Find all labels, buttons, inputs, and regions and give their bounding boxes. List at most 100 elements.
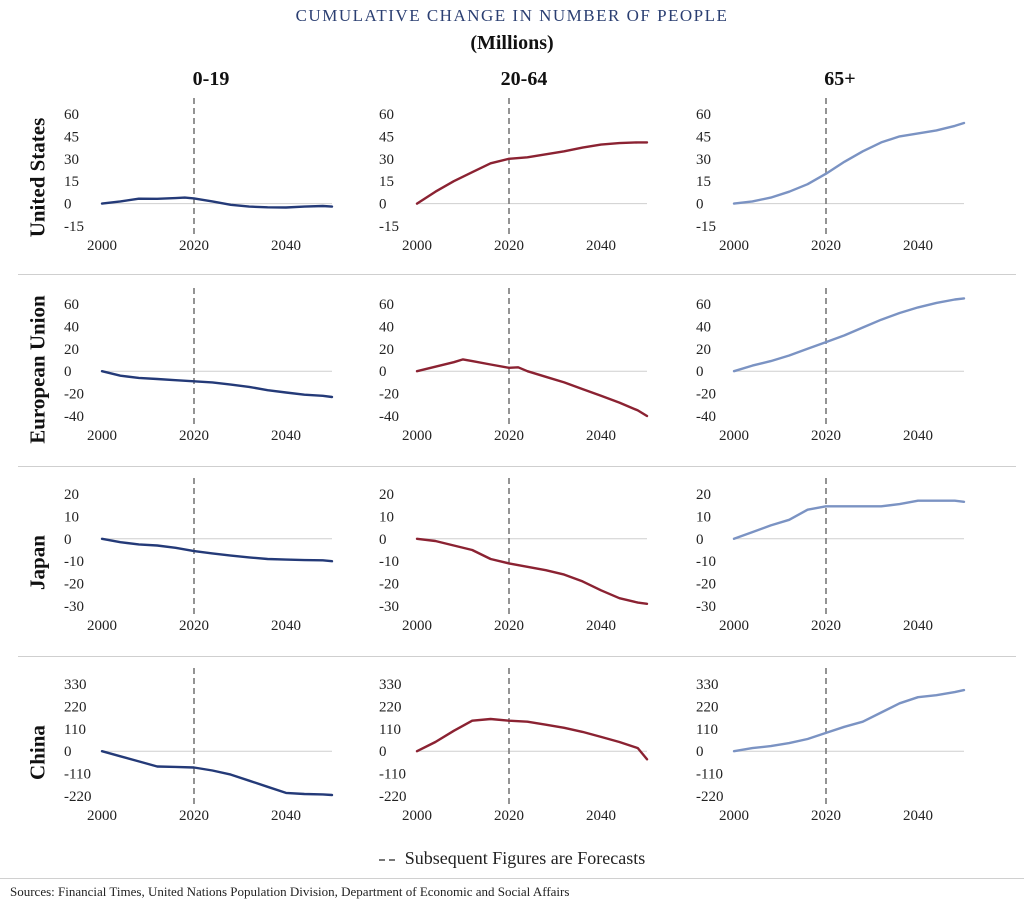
panel-european-union-0-19-y-tick-label: 0 — [64, 364, 72, 380]
panel-china-0-19: 330 220 110 0 -110 -220 2000 2020 2040 — [64, 668, 334, 824]
panel-japan-65-y-tick-label: 0 — [696, 532, 704, 548]
panel-european-union-0-19-y-tick-label: -20 — [64, 387, 84, 403]
panel-european-union-20-64-y-tick-label: 0 — [379, 364, 387, 380]
panel-china-65-y-tick-label: -220 — [696, 789, 724, 805]
panel-european-union-20-64-y-tick-label: -20 — [379, 387, 399, 403]
row-label-european-union: European Union — [25, 295, 50, 444]
panel-china-65-y-tick-label: -110 — [696, 767, 723, 783]
panel-united-states-65-y-tick-label: 60 — [696, 107, 711, 123]
panel-japan-20-64-x-tick-label: 2020 — [494, 618, 524, 634]
row-separator — [18, 274, 1016, 275]
panel-japan-0-19-y-tick-label: -10 — [64, 554, 84, 570]
panel-united-states-20-64-x-tick-label: 2040 — [586, 238, 616, 254]
panel-japan-65-x-tick-label: 2000 — [719, 618, 749, 634]
panel-china-0-19-y-tick-label: -110 — [64, 767, 91, 783]
panel-united-states-0-19-y-tick-label: 45 — [64, 129, 79, 145]
panel-united-states-20-64-y-tick-label: 45 — [379, 129, 394, 145]
panel-japan-0-19-x-tick-label: 2020 — [179, 618, 209, 634]
panel-japan-0-19-series-line — [100, 537, 334, 563]
panel-china-65-series-line — [732, 688, 966, 753]
panel-european-union-20-64-x-tick-label: 2040 — [586, 428, 616, 444]
panel-european-union-65-y-tick-label: -20 — [696, 387, 716, 403]
footer-divider — [0, 878, 1024, 879]
panel-china-0-19-y-tick-label: 330 — [64, 677, 87, 693]
panel-united-states-20-64-y-tick-label: 30 — [379, 152, 394, 168]
panel-japan-0-19-y-tick-label: 0 — [64, 532, 72, 548]
panel-china-20-64-y-tick-label: 110 — [379, 722, 401, 738]
panel-european-union-20-64-x-tick-label: 2000 — [402, 428, 432, 444]
panel-japan-0-19-x-tick-label: 2040 — [271, 618, 301, 634]
panel-united-states-20-64-y-tick-label: 15 — [379, 174, 394, 190]
source-note: Sources: Financial Times, United Nations… — [10, 884, 570, 899]
panel-european-union-0-19-y-tick-label: 60 — [64, 297, 79, 313]
panel-china-20-64-y-tick-label: 220 — [379, 699, 402, 715]
panel-china-65-y-tick-label: 330 — [696, 677, 719, 693]
panel-japan-20-64-y-tick-label: -20 — [379, 577, 399, 593]
panel-united-states-0-19-x-tick-label: 2040 — [271, 238, 301, 254]
panel-japan-20-64-x-tick-label: 2000 — [402, 618, 432, 634]
panel-china-0-19-y-tick-label: 110 — [64, 722, 86, 738]
panel-european-union-0-19-y-tick-label: 20 — [64, 342, 79, 358]
panel-united-states-65-y-tick-label: 0 — [696, 197, 704, 213]
panel-china-20-64-y-tick-label: -110 — [379, 767, 406, 783]
panel-european-union-0-19-y-tick-label: 40 — [64, 319, 79, 335]
panel-japan-65-y-tick-label: -30 — [696, 599, 716, 615]
chart-title: CUMULATIVE CHANGE IN NUMBER OF PEOPLE — [295, 6, 729, 25]
column-header-65-plus: 65+ — [824, 68, 856, 90]
chart-subtitle: (Millions) — [470, 32, 554, 54]
panel-japan-65-series-line — [732, 499, 966, 540]
column-header-0-19: 0-19 — [192, 68, 230, 90]
panel-japan-65-x-tick-label: 2040 — [903, 618, 933, 634]
panel-china-65-x-tick-label: 2040 — [903, 808, 933, 824]
panel-european-union-65-y-tick-label: -40 — [696, 409, 716, 425]
panel-european-union-65-y-tick-label: 60 — [696, 297, 711, 313]
panel-united-states-20-64-series-line — [415, 141, 649, 205]
panel-china-20-64-y-tick-label: 0 — [379, 744, 387, 760]
panel-united-states-20-64-y-tick-label: 60 — [379, 107, 394, 123]
panel-united-states-65-y-tick-label: 30 — [696, 152, 711, 168]
panel-european-union-0-19-y-tick-label: -40 — [64, 409, 84, 425]
panel-china-20-64-y-tick-label: 330 — [379, 677, 402, 693]
row-separator — [18, 656, 1016, 657]
panel-united-states-65-series-line — [732, 121, 966, 205]
panel-european-union-65-y-tick-label: 40 — [696, 319, 711, 335]
panel-japan-20-64-y-tick-label: 20 — [379, 487, 394, 503]
panel-european-union-0-19-x-tick-label: 2040 — [271, 428, 301, 444]
panel-united-states-0-19-y-tick-label: 60 — [64, 107, 79, 123]
panel-japan-0-19-y-tick-label: -30 — [64, 599, 84, 615]
panel-china-0-19-y-tick-label: -220 — [64, 789, 92, 805]
panel-china-0-19-series-line — [100, 749, 334, 797]
panel-japan-0-19-x-tick-label: 2000 — [87, 618, 117, 634]
panel-united-states-65-y-tick-label: 15 — [696, 174, 711, 190]
panel-united-states-20-64-y-tick-label: 0 — [379, 197, 387, 213]
panel-european-union-20-64-y-tick-label: 40 — [379, 319, 394, 335]
panel-united-states-0-19-x-tick-label: 2020 — [179, 238, 209, 254]
panel-japan-65-y-tick-label: -10 — [696, 554, 716, 570]
panel-european-union-20-64-y-tick-label: 20 — [379, 342, 394, 358]
panel-european-union-0-19-x-tick-label: 2020 — [179, 428, 209, 444]
panel-japan-20-64-y-tick-label: -30 — [379, 599, 399, 615]
legend: Subsequent Figures are Forecasts — [0, 848, 1024, 869]
panel-china-20-64-series-line — [415, 717, 649, 761]
panel-china-20-64-x-tick-label: 2000 — [402, 808, 432, 824]
panel-european-union-20-64-y-tick-label: 60 — [379, 297, 394, 313]
panel-china-20-64-x-tick-label: 2040 — [586, 808, 616, 824]
panel-china-0-19-y-tick-label: 220 — [64, 699, 87, 715]
panel-european-union-0-19-series-line — [100, 369, 334, 399]
panel-japan-0-19-y-tick-label: 10 — [64, 509, 79, 525]
panel-united-states-65-y-tick-label: -15 — [696, 219, 716, 235]
panel-united-states-20-64-y-tick-label: -15 — [379, 219, 399, 235]
panel-china-0-19-x-tick-label: 2040 — [271, 808, 301, 824]
panel-united-states-0-19-y-tick-label: 15 — [64, 174, 79, 190]
panel-china-0-19-x-tick-label: 2000 — [87, 808, 117, 824]
panel-japan-20-64-y-tick-label: 10 — [379, 509, 394, 525]
panel-china-65-x-tick-label: 2020 — [811, 808, 841, 824]
panel-china-0-19-x-tick-label: 2020 — [179, 808, 209, 824]
legend-label: Subsequent Figures are Forecasts — [404, 848, 646, 868]
panel-united-states-65-x-tick-label: 2000 — [719, 238, 749, 254]
